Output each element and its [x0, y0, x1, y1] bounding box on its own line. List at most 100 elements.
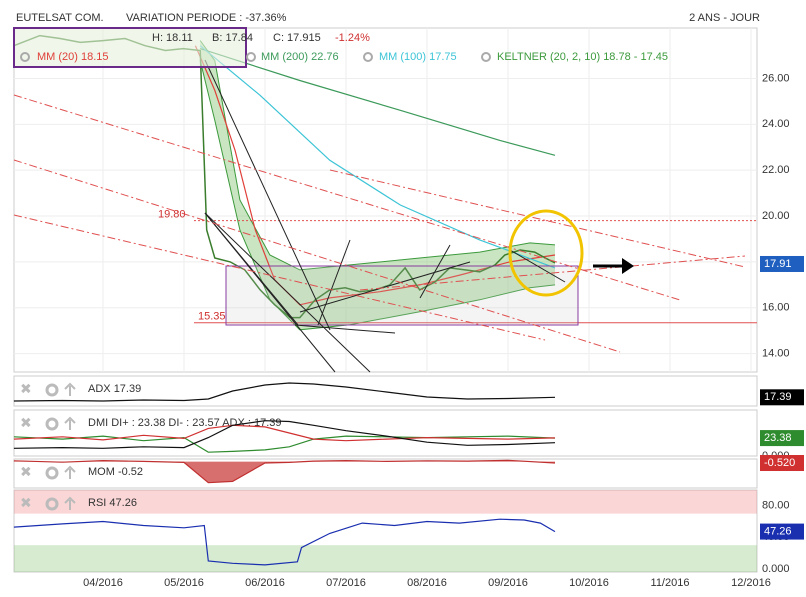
- settings-icon: [45, 497, 59, 511]
- last-value-label: 17.91: [764, 258, 792, 270]
- panel-title: MOM -0.52: [88, 466, 143, 478]
- trend-channel: [13, 94, 681, 301]
- last-value-box: [760, 255, 804, 272]
- dmi-frame: [13, 409, 758, 457]
- keltner-band: [200, 40, 555, 330]
- y-tick-label: 22.00: [762, 164, 790, 176]
- y-tick-label: 14.00: [762, 348, 790, 360]
- x-tick-label: 06/2016: [245, 577, 285, 589]
- panel-title: ADX 17.39: [88, 383, 141, 395]
- trend-channel: [359, 255, 746, 291]
- trend-channel: [329, 169, 746, 268]
- remove-icon[interactable]: ✖: [20, 381, 32, 397]
- adx-frame: [13, 375, 758, 407]
- trendline: [204, 212, 371, 373]
- main-frame: [13, 27, 758, 373]
- move-icon: [64, 416, 76, 430]
- legend-box: H: 18.11 B: 17.84 C: 17.915 -1.24% MM (2…: [13, 27, 668, 68]
- gear-icon[interactable]: [246, 52, 256, 62]
- move-icon: [64, 496, 76, 510]
- quote-high: H: 18.11: [152, 32, 193, 44]
- trendline: [509, 249, 566, 283]
- trendline: [299, 261, 471, 313]
- last-value-label: 23.38: [764, 432, 792, 444]
- variation: VARIATION PERIODE : -37.36%: [126, 12, 287, 24]
- moving-average: [200, 48, 556, 156]
- quote-close: C: 17.915: [273, 32, 321, 44]
- y-tick-label: 24.00: [762, 118, 790, 130]
- last-value-box: [760, 523, 804, 540]
- panel-title-name: RSI: [88, 497, 106, 509]
- y-tick-label: 0.000: [762, 563, 790, 575]
- trendline: [204, 59, 331, 331]
- legend-item: KELTNER (20, 2, 10) 18.78 - 17.45: [497, 51, 668, 63]
- x-tick-label: 08/2016: [407, 577, 447, 589]
- last-value-box: [760, 455, 804, 472]
- gear-icon[interactable]: [20, 52, 30, 62]
- x-tick-label: 04/2016: [83, 577, 123, 589]
- highlight-circle: [508, 209, 584, 297]
- x-tick-label: 12/2016: [731, 577, 771, 589]
- last-value-box: [760, 389, 804, 406]
- gear-icon[interactable]: [481, 52, 491, 62]
- x-tick-label: 10/2016: [569, 577, 609, 589]
- quote-box: [13, 27, 247, 68]
- indicator-line: [13, 518, 556, 566]
- indicator-line: [13, 420, 556, 449]
- last-value-box: [760, 430, 804, 447]
- last-value-label: 47.26: [764, 525, 792, 537]
- panel-title-name: ADX: [88, 383, 111, 395]
- legend-item: MM (100) 17.75: [379, 51, 457, 63]
- trend-channel: [13, 214, 546, 341]
- rsi-frame: [13, 489, 758, 573]
- arrow-head: [622, 258, 634, 274]
- settings-icon: [45, 383, 59, 397]
- legend-item: MM (200) 22.76: [261, 51, 339, 63]
- remove-icon[interactable]: ✖: [20, 464, 32, 480]
- level-label: 19.80: [158, 209, 186, 221]
- indicator-line: [13, 435, 556, 453]
- trendline: [204, 212, 299, 326]
- y-tick-label: 20.00: [762, 210, 790, 222]
- legend-item: MM (20) 18.15: [37, 51, 109, 63]
- quote-change: -1.24%: [335, 32, 370, 44]
- settings-icon: [45, 466, 59, 480]
- keltner-upper: [199, 40, 556, 271]
- level-label: 15.35: [198, 311, 226, 323]
- x-tick-label: 11/2016: [651, 577, 690, 589]
- panel-title: RSI 47.26: [88, 497, 137, 509]
- x-tick-label: 05/2016: [164, 577, 204, 589]
- panel-title-value: 47.26: [109, 497, 137, 509]
- moving-average: [199, 45, 556, 269]
- chart-title: EUTELSAT COM.: [16, 12, 104, 24]
- indicator-line: [13, 424, 556, 442]
- y-tick-label: 80.00: [762, 500, 790, 512]
- x-tick-label: 07/2016: [326, 577, 366, 589]
- remove-icon[interactable]: ✖: [20, 415, 32, 431]
- panel-frames: [13, 27, 758, 573]
- panel-title-value: 17.39: [114, 383, 142, 395]
- indicator-line: [13, 382, 556, 402]
- trendline: [317, 239, 351, 326]
- last-value-label: 17.39: [764, 391, 792, 403]
- y-tick-label: 16.00: [762, 302, 790, 314]
- period: 2 ANS - JOUR: [689, 12, 760, 24]
- y-tick-label: 26.00: [762, 72, 790, 84]
- overbought-zone: [14, 490, 757, 514]
- drawings: [13, 59, 746, 373]
- trend-channel: [13, 159, 621, 353]
- remove-icon[interactable]: ✖: [20, 495, 32, 511]
- gear-icon[interactable]: [363, 52, 373, 62]
- x-tick-label: 09/2016: [488, 577, 528, 589]
- last-value-label: -0.520: [764, 457, 795, 469]
- quote-low: B: 17.84: [212, 32, 253, 44]
- indicator-line: [13, 459, 556, 484]
- move-icon: [64, 382, 76, 396]
- oversold-zone: [14, 545, 757, 572]
- settings-icon: [45, 417, 59, 431]
- move-icon: [64, 465, 76, 479]
- trendline: [294, 324, 396, 334]
